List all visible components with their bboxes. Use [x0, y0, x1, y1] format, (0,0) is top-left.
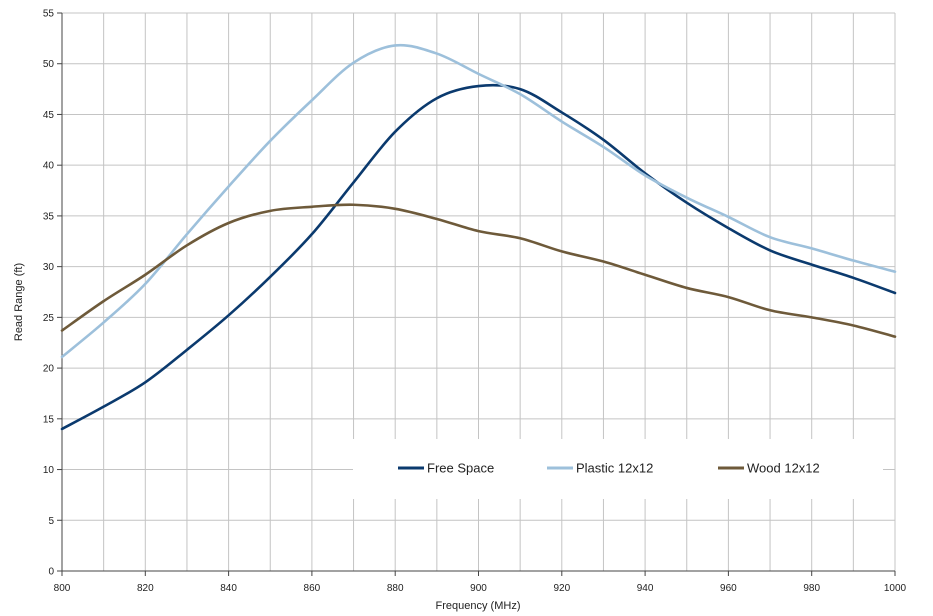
- x-tick-label: 940: [637, 583, 654, 594]
- y-tick-label: 55: [43, 9, 55, 20]
- legend-label-plastic-12x12: Plastic 12x12: [576, 461, 653, 476]
- y-tick-label: 30: [43, 262, 55, 273]
- axes: [57, 12, 896, 576]
- tick-labels: 0 5 10 15 20 25 30 35 40 45 50 55 800 820 840 860 880 900…: [43, 9, 907, 595]
- legend-label-wood-12x12: Wood 12x12: [747, 461, 820, 476]
- x-tick-label: 820: [137, 583, 154, 594]
- series-line-free-space: [60, 83, 897, 431]
- y-tick-label: 50: [43, 59, 55, 70]
- x-tick-label: 1000: [884, 583, 907, 594]
- y-axis-title: Read Range (ft): [13, 263, 25, 341]
- legend: Free Space Plastic 12x12 Wood 12x12: [353, 439, 883, 499]
- y-tick-label: 45: [43, 110, 55, 121]
- y-tick-label: 35: [43, 211, 55, 222]
- x-tick-label: 960: [720, 583, 737, 594]
- series-line-plastic-12x12: [60, 43, 897, 359]
- series-line-wood-12x12: [60, 203, 897, 338]
- x-tick-label: 840: [220, 583, 237, 594]
- y-tick-label: 10: [43, 465, 55, 476]
- y-tick-label: 25: [43, 313, 55, 324]
- series-lines: [60, 43, 897, 431]
- x-tick-label: 880: [387, 583, 404, 594]
- x-tick-label: 980: [803, 583, 820, 594]
- x-tick-label: 900: [470, 583, 487, 594]
- y-tick-label: 40: [43, 161, 55, 172]
- x-tick-label: 920: [553, 583, 570, 594]
- y-tick-label: 20: [43, 364, 55, 375]
- legend-label-free-space: Free Space: [427, 461, 494, 476]
- x-tick-label: 860: [304, 583, 321, 594]
- y-tick-label: 5: [48, 516, 54, 527]
- x-tick-label: 800: [54, 583, 71, 594]
- y-tick-label: 15: [43, 414, 55, 425]
- legend-box: [353, 439, 883, 499]
- y-tick-label: 0: [48, 567, 54, 578]
- x-axis-title: Frequency (MHz): [436, 600, 521, 612]
